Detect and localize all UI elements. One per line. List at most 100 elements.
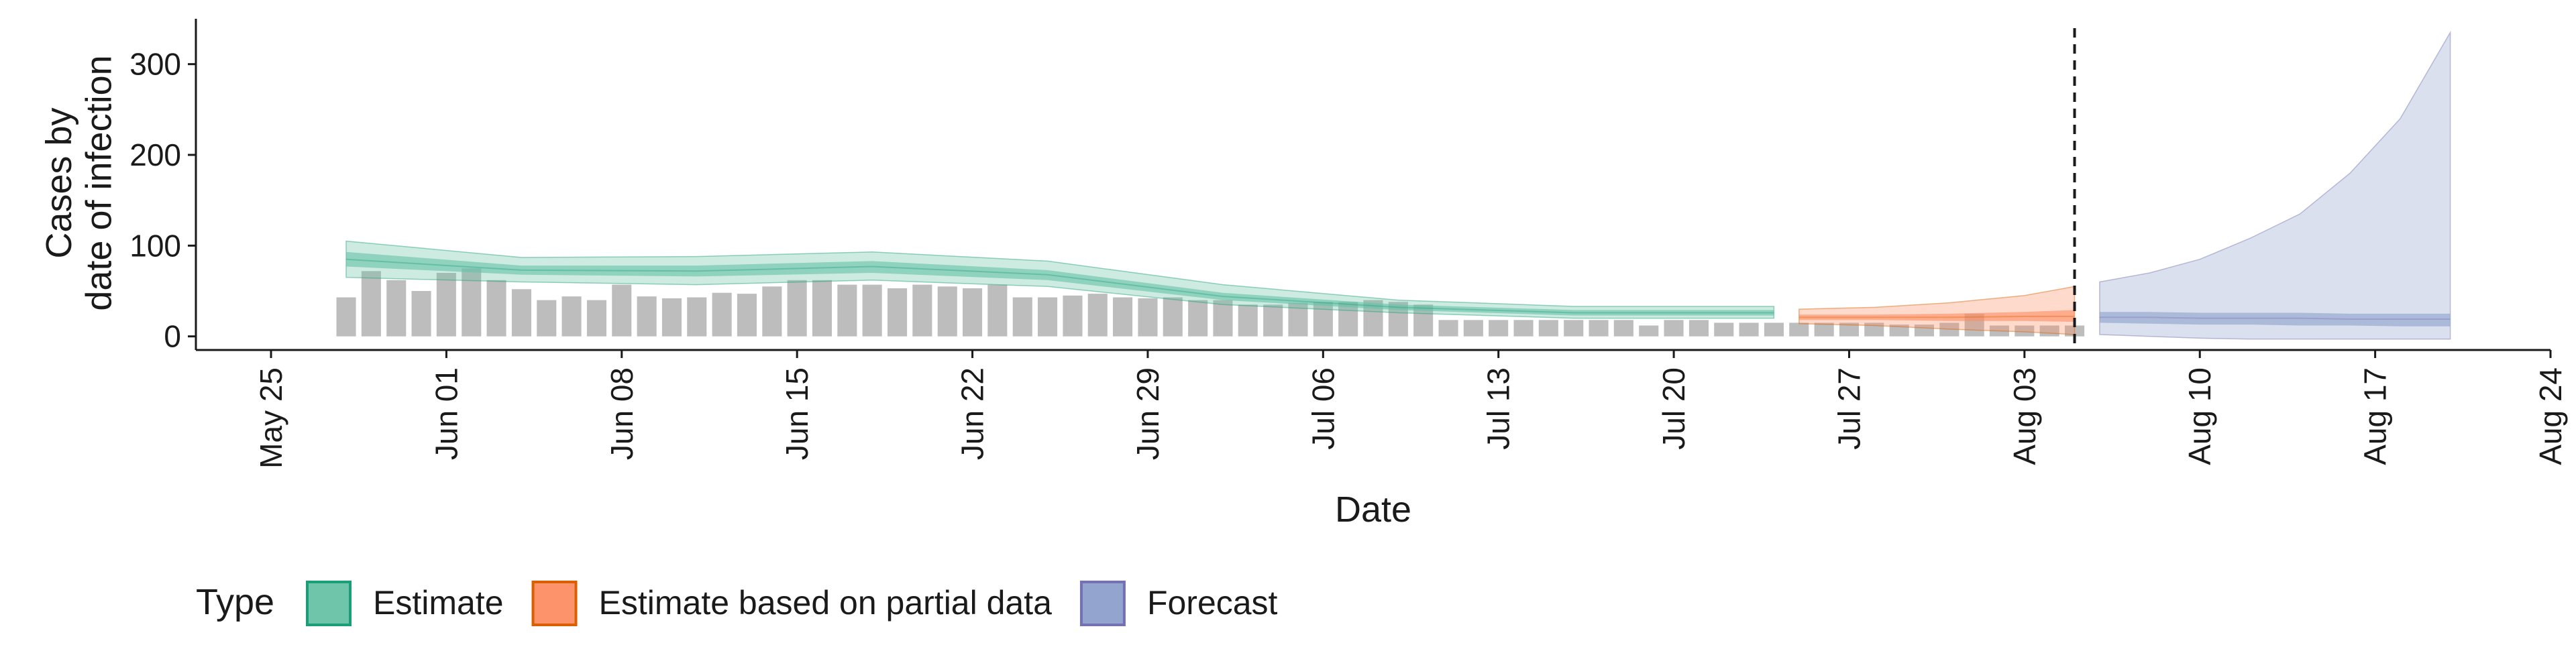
case-bar — [1688, 320, 1709, 337]
case-bar — [1338, 302, 1358, 337]
case-bar — [888, 288, 908, 337]
x-tick-label: Jun 08 — [604, 367, 639, 460]
marks-layer — [336, 28, 2451, 350]
x-tick-label: Jul 06 — [1305, 367, 1340, 450]
estimate-based-on-partial-data-legend-swatch — [531, 581, 578, 626]
estimate-inner-band — [346, 251, 1774, 316]
x-tick-label: Jun 22 — [955, 367, 990, 460]
case-bar — [1764, 322, 1784, 337]
case-bar — [1113, 297, 1133, 337]
case-bar — [2065, 325, 2085, 337]
case-bar — [963, 288, 983, 337]
case-bar — [1038, 297, 1058, 337]
case-bar — [1989, 325, 2009, 337]
estimate-based-on-partial-data-legend-label: Estimate based on partial data — [599, 584, 1053, 622]
case-bar — [787, 280, 807, 337]
estimate-legend-swatch — [306, 581, 352, 626]
case-bar — [561, 296, 582, 337]
estimate-based-on-partial-data-median-line — [1799, 315, 2075, 318]
forecast-inner-band — [2099, 312, 2451, 327]
case-bar — [1814, 322, 1834, 337]
x-tick-label: Jul 20 — [1656, 367, 1691, 450]
case-bar — [1739, 322, 1759, 337]
case-bar — [812, 280, 832, 337]
case-bar — [912, 284, 932, 337]
case-bar — [1939, 322, 1960, 337]
case-bar — [1438, 320, 1458, 337]
case-bar — [737, 294, 757, 337]
axes-layer: 0 100 200 300 May 25 Jun 01 Jun 08 Jun 15 Jun 22… — [39, 19, 2568, 530]
case-bar — [1564, 320, 1584, 337]
case-bar — [1063, 295, 1083, 337]
case-bar — [1538, 320, 1558, 337]
case-bar — [486, 280, 506, 337]
case-bar — [361, 271, 381, 337]
x-tick-label: Jul 27 — [1831, 367, 1866, 450]
legend-title: Type — [196, 582, 274, 622]
case-bar — [987, 284, 1008, 337]
case-bar — [336, 297, 356, 337]
case-bar — [411, 291, 431, 337]
forecast-median-line — [2099, 316, 2451, 320]
case-bar — [1288, 302, 1308, 337]
case-bar — [1238, 304, 1258, 337]
case-bar — [1163, 297, 1183, 337]
case-bar — [1188, 300, 1208, 337]
case-bar — [1263, 304, 1283, 337]
case-bar — [1613, 320, 1633, 337]
case-bar — [1664, 320, 1684, 337]
case-bar — [712, 292, 732, 337]
y-axis-title-line: date of infection — [78, 55, 119, 310]
case-bar — [1714, 322, 1734, 337]
y-tick-label: 200 — [129, 137, 181, 172]
case-bar — [1138, 298, 1158, 337]
case-bar — [1463, 320, 1483, 337]
case-bar — [386, 280, 407, 337]
forecast-legend-swatch — [1079, 581, 1126, 626]
case-bar — [687, 297, 707, 337]
case-bar — [1789, 322, 1809, 337]
case-bar — [1639, 325, 1659, 337]
x-tick-label: Jun 29 — [1130, 367, 1165, 460]
x-axis-title: Date — [1335, 489, 1411, 530]
case-bar — [637, 296, 657, 337]
y-axis-title: Cases bydate of infection — [39, 55, 119, 310]
case-bar — [1864, 322, 1884, 337]
case-bar — [762, 286, 782, 337]
x-tick-label: Jun 15 — [780, 367, 814, 460]
estimate-based-on-partial-data-inner-band — [1799, 310, 2075, 322]
case-bar — [1087, 294, 1108, 337]
case-bar — [462, 268, 482, 337]
forecast-outer-band — [2099, 30, 2451, 340]
y-tick-label: 300 — [129, 47, 181, 82]
case-bar — [612, 284, 632, 337]
case-bar — [1589, 320, 1609, 337]
case-bar — [1889, 325, 1909, 337]
y-tick-label: 0 — [164, 319, 181, 354]
case-bar — [1213, 300, 1233, 337]
case-bar — [2015, 325, 2035, 337]
case-bar — [1839, 322, 1859, 337]
case-bar — [661, 298, 682, 337]
case-bar — [1012, 297, 1032, 337]
forecast-legend-label: Forecast — [1147, 584, 1278, 622]
x-tick-label: Aug 10 — [2182, 367, 2217, 465]
case-bar — [1313, 302, 1333, 337]
case-bar — [2039, 325, 2059, 337]
case-bar — [586, 300, 606, 337]
x-tick-label: May 25 — [254, 367, 288, 469]
x-tick-label: Jun 01 — [429, 367, 464, 460]
y-tick-label: 100 — [129, 228, 181, 263]
case-bar — [436, 273, 456, 337]
case-bar — [511, 289, 531, 337]
x-tick-label: Aug 17 — [2358, 367, 2393, 465]
case-bar — [862, 284, 882, 337]
legend: Type Estimate Estimate based on partial da… — [196, 581, 1278, 626]
case-bar — [937, 286, 957, 337]
x-tick-label: Aug 24 — [2533, 367, 2568, 465]
x-tick-label: Jul 13 — [1481, 367, 1516, 450]
case-bar — [1914, 325, 1934, 337]
y-axis-title-line: Cases by — [39, 107, 79, 258]
